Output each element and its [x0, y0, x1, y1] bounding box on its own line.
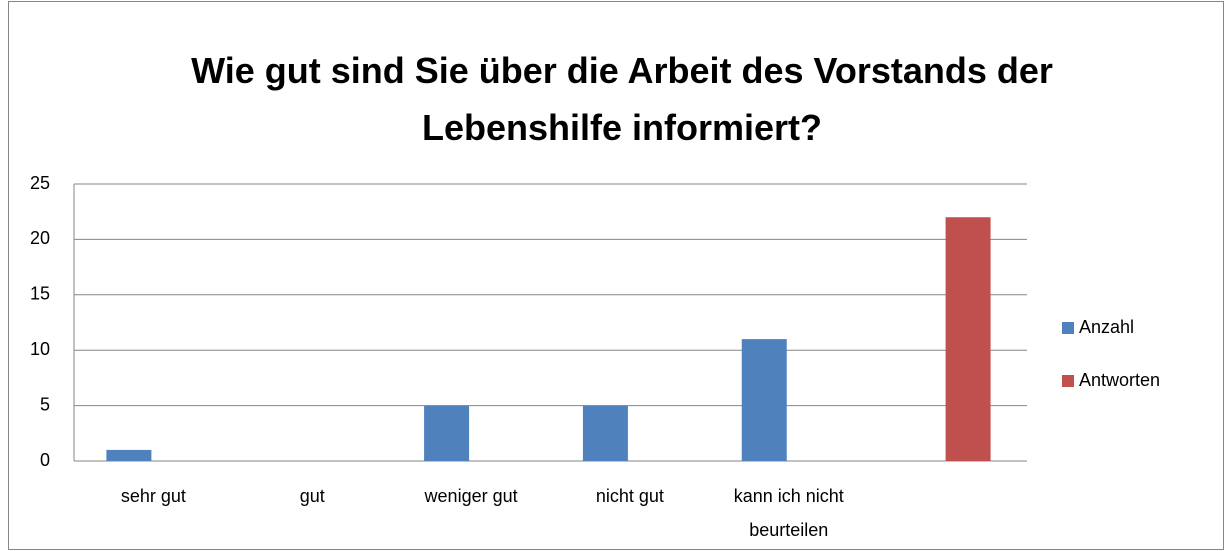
- x-tick-label: sehr gut: [121, 486, 186, 506]
- legend-label: Anzahl: [1079, 317, 1134, 337]
- y-tick-label: 20: [30, 228, 50, 248]
- bar: [582, 405, 628, 461]
- legend-swatch: [1062, 322, 1074, 334]
- y-tick-label: 0: [40, 450, 50, 470]
- bar: [424, 405, 470, 461]
- bar: [945, 217, 991, 461]
- x-tick-label: gut: [300, 486, 325, 506]
- y-tick-label: 25: [30, 173, 50, 193]
- x-tick-label: kann ich nicht beurteilen: [734, 486, 844, 540]
- chart-title: Wie gut sind Sie über die Arbeit des Vor…: [191, 50, 1053, 148]
- x-tick-label: nicht gut: [596, 486, 664, 506]
- y-tick-label: 15: [30, 284, 50, 304]
- legend-swatch: [1062, 375, 1074, 387]
- y-tick-label: 5: [40, 394, 50, 414]
- bar: [741, 339, 787, 461]
- y-tick-label: 10: [30, 339, 50, 359]
- x-tick-label: weniger gut: [424, 486, 518, 506]
- bar: [106, 449, 152, 461]
- legend-label: Antworten: [1079, 370, 1160, 390]
